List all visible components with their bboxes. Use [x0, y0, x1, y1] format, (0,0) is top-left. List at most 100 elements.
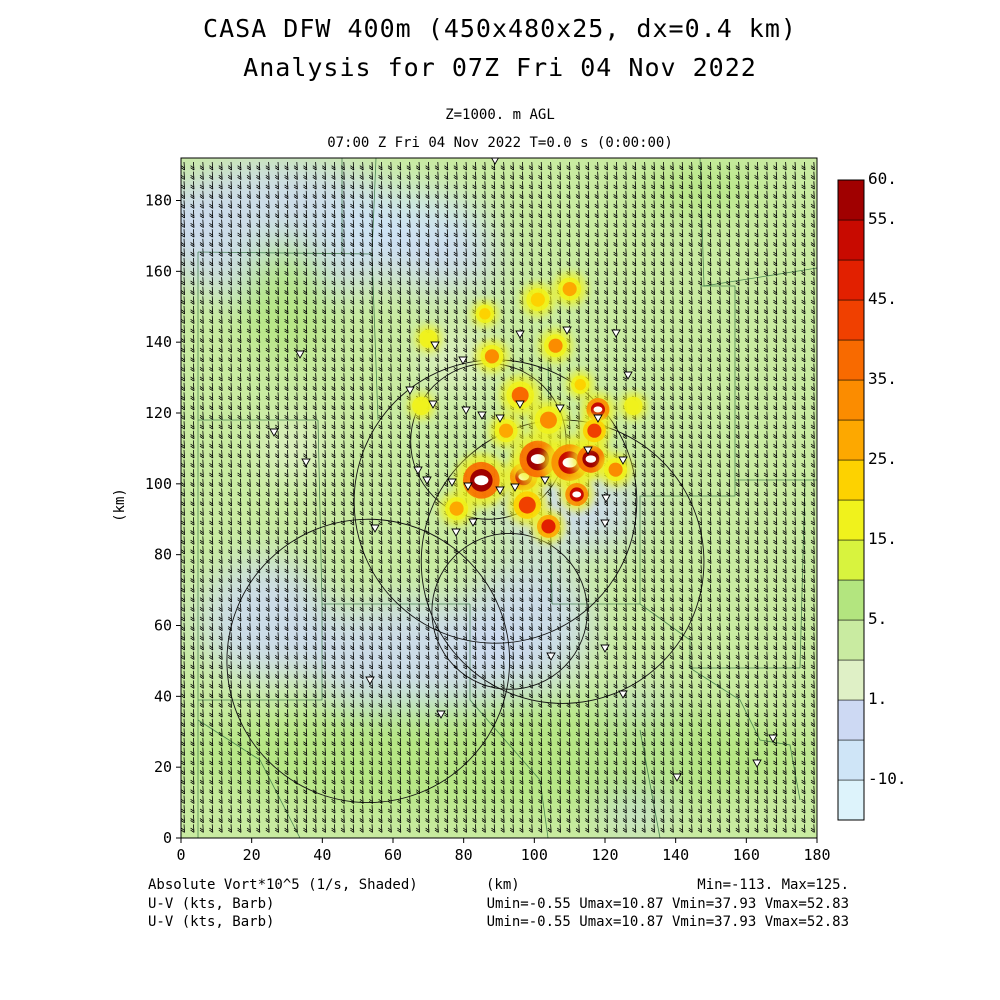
wind-barb	[209, 200, 214, 209]
wind-barb	[368, 651, 373, 660]
wind-barb	[256, 469, 261, 478]
wind-barb	[481, 267, 486, 276]
wind-barb	[237, 651, 242, 660]
wind-barb	[359, 517, 364, 526]
wind-barb	[406, 363, 411, 372]
wind-barb	[462, 373, 467, 382]
wind-barb	[265, 238, 270, 248]
wind-barb	[340, 296, 345, 305]
wind-barb	[218, 344, 223, 353]
wind-barb	[444, 238, 449, 248]
wind-barb	[566, 747, 571, 756]
wind-barb	[453, 373, 458, 382]
wind-barb	[444, 651, 449, 660]
wind-barb	[340, 469, 345, 478]
wind-barb	[472, 728, 477, 737]
wind-barb	[406, 670, 411, 680]
wind-barb	[237, 229, 242, 238]
wind-barb	[378, 603, 383, 612]
wind-barb	[538, 805, 543, 814]
wind-barb	[331, 613, 336, 622]
wind-barb	[246, 574, 251, 584]
wind-barb	[397, 190, 402, 200]
wind-barb	[303, 488, 308, 497]
wind-barb	[293, 699, 298, 708]
wind-barb	[566, 555, 571, 564]
wind-barb	[491, 737, 496, 747]
wind-barb	[481, 718, 486, 728]
wind-barb	[321, 296, 326, 305]
wind-barb	[190, 181, 195, 190]
wind-barb	[566, 622, 571, 632]
wind-barb	[209, 411, 214, 420]
wind-barb	[312, 718, 317, 728]
wind-barb	[284, 392, 289, 401]
wind-barb	[387, 382, 392, 392]
wind-barb	[425, 728, 430, 737]
wind-barb	[528, 651, 533, 660]
wind-barb	[509, 757, 514, 766]
wind-barb	[481, 728, 486, 737]
wind-barb	[406, 219, 411, 228]
wind-barb	[444, 190, 449, 200]
wind-barb	[472, 574, 477, 584]
wind-barb	[359, 161, 364, 171]
wind-barb	[218, 517, 223, 526]
wind-barb	[528, 622, 533, 632]
wind-barb	[575, 632, 580, 641]
wind-barb	[462, 430, 467, 440]
wind-barb	[415, 795, 420, 804]
wind-barb	[566, 584, 571, 593]
wind-barb	[434, 363, 439, 372]
wind-barb	[538, 622, 543, 632]
wind-barb	[237, 296, 242, 305]
wind-barb	[528, 593, 533, 603]
wind-barb	[246, 382, 251, 392]
wind-barb	[256, 497, 261, 507]
wind-barb	[378, 353, 383, 363]
wind-barb	[547, 670, 552, 680]
wind-barb	[425, 814, 430, 824]
wind-barb	[303, 315, 308, 324]
wind-barb	[331, 219, 336, 228]
wind-barb	[340, 440, 345, 449]
wind-barb	[434, 488, 439, 497]
wind-barb	[190, 728, 195, 737]
wind-barb	[359, 219, 364, 228]
wind-barb	[368, 545, 373, 555]
wind-barb	[181, 181, 185, 190]
wind-barb	[434, 238, 439, 248]
wind-barb	[453, 267, 458, 276]
wind-barb	[481, 641, 486, 651]
wind-barb	[434, 440, 439, 449]
wind-barb	[397, 632, 402, 641]
wind-barb	[227, 248, 232, 257]
wind-barb	[387, 267, 392, 276]
wind-barb	[556, 747, 561, 756]
wind-barb	[218, 622, 223, 632]
wind-barb	[481, 392, 486, 401]
wind-barb	[397, 824, 402, 833]
wind-barb	[472, 373, 477, 382]
wind-barb	[434, 747, 439, 756]
wind-barb	[359, 795, 364, 804]
wind-barb	[575, 718, 580, 728]
wind-barb	[387, 440, 392, 449]
wind-barb	[246, 200, 251, 209]
wind-barb	[491, 200, 496, 209]
wind-barb	[209, 555, 214, 564]
wind-barb	[575, 795, 580, 804]
footer-minmax: Min=-113. Max=125.	[697, 877, 849, 893]
wind-barb	[199, 401, 204, 411]
wind-barb	[406, 584, 411, 593]
wind-barb	[312, 469, 317, 478]
wind-barb	[181, 613, 185, 622]
wind-barb	[406, 536, 411, 545]
wind-barb	[462, 737, 467, 747]
vorticity-cell	[566, 371, 594, 399]
wind-barb	[303, 200, 308, 209]
wind-barb	[284, 478, 289, 488]
wind-barb	[256, 238, 261, 248]
wind-barb	[265, 219, 270, 228]
wind-barb	[199, 555, 204, 564]
